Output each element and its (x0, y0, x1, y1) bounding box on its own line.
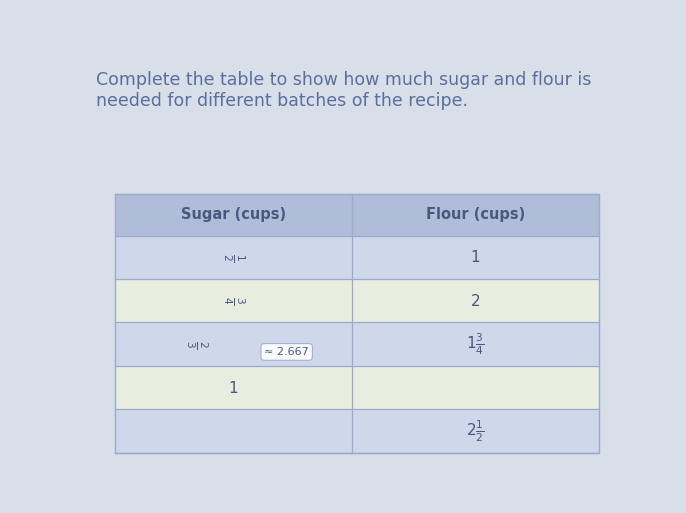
Text: Flour (cups): Flour (cups) (426, 207, 525, 222)
Text: Sugar (cups): Sugar (cups) (181, 207, 286, 222)
Text: $1$: $1$ (471, 249, 481, 265)
Text: $2\frac{1}{2}$: $2\frac{1}{2}$ (466, 418, 485, 444)
Text: $\frac{3}{4}$: $\frac{3}{4}$ (221, 297, 246, 305)
Text: $\frac{1}{2}$: $\frac{1}{2}$ (221, 253, 246, 262)
Text: $1\frac{3}{4}$: $1\frac{3}{4}$ (466, 331, 485, 357)
Text: ≈ 2.667: ≈ 2.667 (264, 347, 309, 357)
Text: $\frac{2}{3}$: $\frac{2}{3}$ (184, 340, 209, 348)
Text: $2$: $2$ (471, 293, 480, 309)
Text: $1$: $1$ (228, 380, 239, 396)
Text: Complete the table to show how much sugar and flour is
needed for different batc: Complete the table to show how much suga… (96, 71, 592, 110)
